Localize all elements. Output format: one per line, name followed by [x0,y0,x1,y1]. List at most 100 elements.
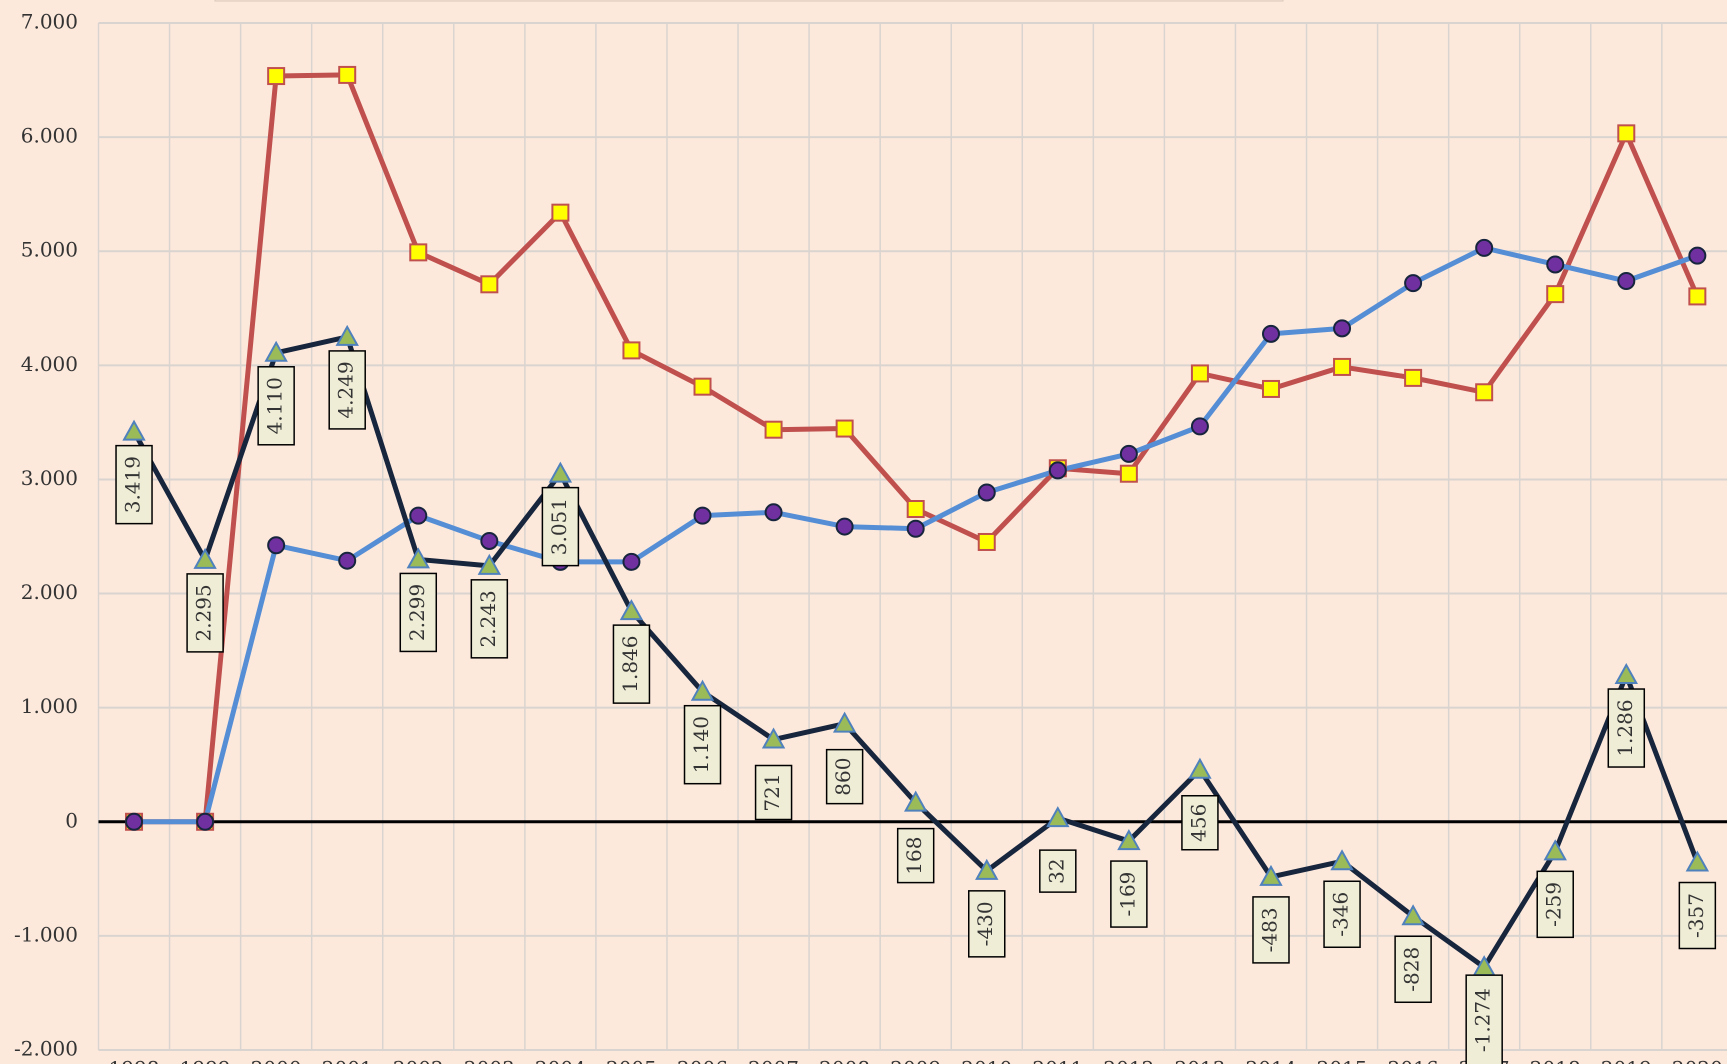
data-label-box [257,366,295,446]
data-label: 721 [760,773,784,811]
marker [338,551,357,570]
data-label-box [1039,849,1077,893]
marker [196,812,215,831]
marker [975,858,999,880]
data-label-box [1252,896,1290,964]
marker [903,790,928,812]
x-tick-label: 2000 [251,1057,302,1064]
marker [1259,864,1283,886]
marker [1546,285,1565,304]
data-label-box [1181,794,1219,851]
y-tick-label: 7.000 [21,10,78,34]
marker [622,341,641,360]
data-label-box [1607,688,1646,768]
data-label-box [1465,974,1503,1064]
x-tick-label: 2016 [1388,1057,1439,1064]
data-label: 860 [831,758,855,796]
data-label-box [470,579,509,659]
x-tick-label: 2010 [961,1057,1012,1064]
x-tick-label: 2020 [1672,1057,1723,1064]
marker [267,536,286,555]
data-label-box [896,827,935,884]
marker [835,517,854,536]
x-tick-label: 2014 [1246,1057,1297,1064]
data-label-box [825,748,864,805]
marker [338,65,357,84]
data-label: 2.243 [476,590,500,647]
data-label: 1.846 [618,635,642,692]
data-label-box [968,890,1006,958]
marker [548,461,573,483]
x-tick-label: 2015 [1317,1057,1368,1064]
marker [1046,806,1070,828]
marker [761,727,786,749]
marker [693,377,712,396]
x-tick-label: 2011 [1032,1057,1083,1064]
x-tick-label: 2007 [748,1057,799,1064]
data-label: -483 [1257,907,1281,952]
x-tick-label: 2001 [322,1057,373,1064]
data-label: 2.299 [405,584,429,641]
marker [835,419,854,438]
marker [1333,357,1352,376]
marker [764,420,783,439]
x-tick-label: 2018 [1530,1057,1581,1064]
data-label: 168 [902,837,926,875]
data-label: -169 [1115,872,1139,917]
y-tick-label: 4.000 [21,352,78,376]
y-tick-label: 3.000 [21,466,78,490]
data-label: 3.051 [547,498,571,555]
data-label: -346 [1329,892,1353,937]
x-tick-label: 2006 [677,1057,728,1064]
marker [832,711,857,733]
marker [1688,246,1707,265]
marker [1543,839,1567,861]
data-label: -259 [1542,882,1566,927]
marker [1401,904,1425,926]
x-tick-label: 2003 [464,1057,515,1064]
data-label-box [399,572,438,653]
marker [1261,324,1280,343]
data-label: -1.274 [1471,988,1495,1052]
data-label-box [1678,881,1717,950]
marker [977,532,996,551]
x-tick-label: 2005 [606,1057,657,1064]
marker [409,506,428,525]
x-tick-label: 2002 [393,1057,444,1064]
marker [477,553,502,575]
y-tick-label: 5.000 [21,238,78,262]
x-tick-label: 1998 [109,1057,160,1064]
data-label-box [1110,860,1148,928]
data-label-box [1536,870,1574,939]
marker [264,340,288,362]
marker [1190,417,1209,436]
y-tick-label: 0 [65,808,78,832]
marker [1119,444,1138,463]
data-label: 2.295 [192,584,216,641]
y-tick-label: -2.000 [14,1037,78,1061]
y-tick-label: 2.000 [21,580,78,604]
marker [1333,319,1352,338]
marker [1475,238,1494,257]
marker [406,547,430,569]
marker [480,275,499,294]
data-label: 4.249 [334,361,358,418]
marker [1261,379,1280,398]
marker [1688,287,1707,306]
marker [193,547,217,569]
data-label: 32 [1044,858,1068,883]
legend-box [214,0,1284,2]
data-label-box [186,573,224,653]
marker [690,679,715,701]
marker [551,203,570,222]
data-label-box [1394,935,1432,1004]
data-label: 456 [1186,804,1210,842]
data-label-box [754,764,793,821]
x-tick-label: 2013 [1174,1057,1225,1064]
marker [335,324,359,346]
data-label: -430 [973,901,997,946]
marker [764,503,783,522]
y-tick-label: -1.000 [14,922,78,946]
